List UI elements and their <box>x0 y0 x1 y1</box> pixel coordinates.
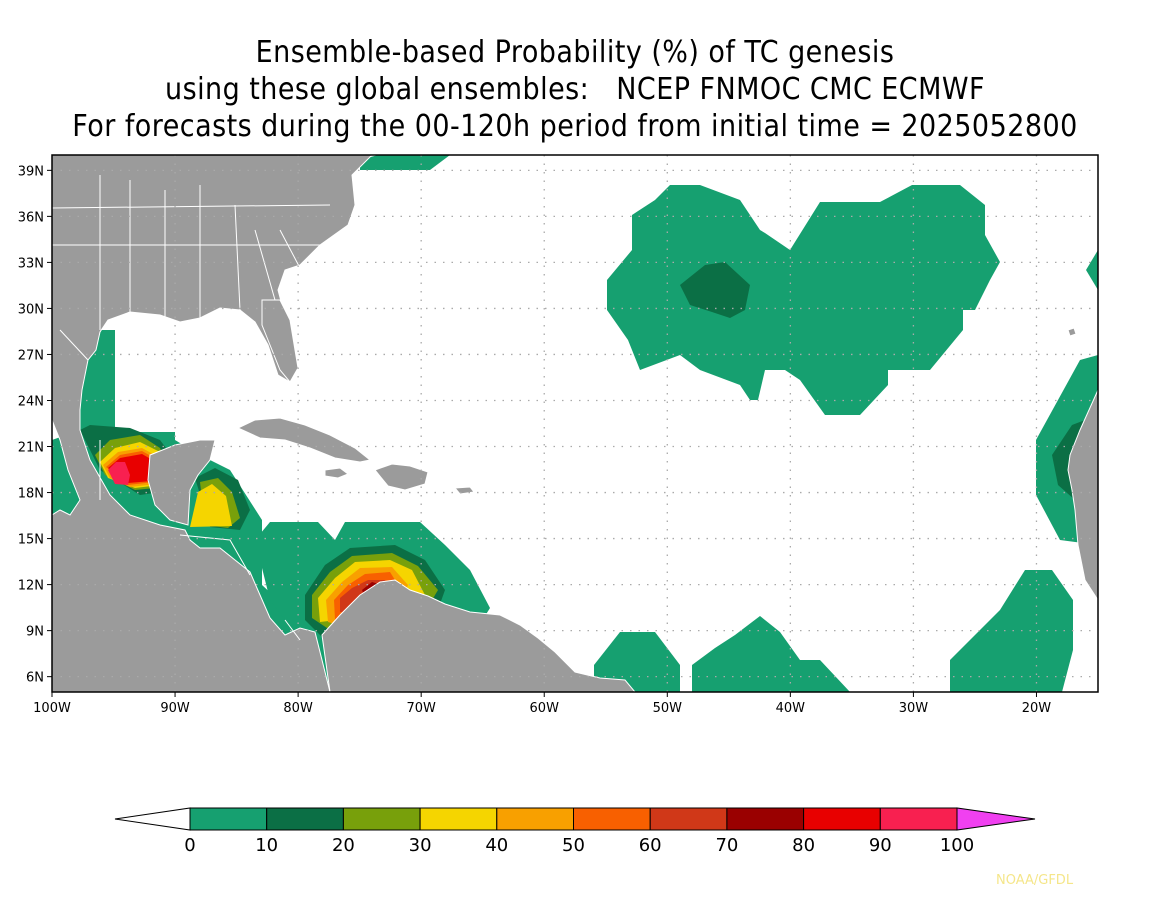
land-florida-peninsula <box>261 299 299 383</box>
land-west-africa <box>1067 389 1098 601</box>
colorbar-segment <box>189 807 268 831</box>
lon-tick-label: 90W <box>160 701 190 716</box>
lon-tick-label: 70W <box>406 701 436 716</box>
land-cuba <box>236 417 372 463</box>
land <box>52 155 1098 692</box>
colorbar-label: 20 <box>332 835 355 856</box>
colorbar-segment <box>803 807 881 831</box>
lat-tick-label: 6N <box>26 671 44 686</box>
colorbar-segment <box>419 807 498 831</box>
plot-frame <box>51 154 1099 693</box>
lat-tick-label: 24N <box>18 394 44 409</box>
title-line-1: Ensemble-based Probability (%) of TC gen… <box>255 35 895 70</box>
lon-tick-label: 50W <box>653 701 683 716</box>
colorbar-label: 40 <box>485 835 508 856</box>
lon-tick-label: 40W <box>776 701 806 716</box>
lon-tick-label: 60W <box>530 701 560 716</box>
colorbar-label: 100 <box>940 835 974 856</box>
contour-south-atlantic-west <box>594 632 680 692</box>
title-line-2: using these global ensembles: NCEP FNMOC… <box>165 72 985 107</box>
land-jamaica <box>324 467 350 479</box>
colorbar: 0 10 20 30 40 50 60 70 80 90 100 <box>114 807 1036 856</box>
colorbar-label: 10 <box>255 835 278 856</box>
lon-tick-label: 100W <box>33 701 71 716</box>
title-line-3: For forecasts during the 00-120h period … <box>72 109 1078 144</box>
contour-atlantic-center-west <box>607 185 1000 415</box>
land-yucatan <box>147 439 216 526</box>
contour-campeche-pink <box>108 462 130 485</box>
lon-tick-label: 20W <box>1022 701 1052 716</box>
lat-tick-label: 30N <box>18 302 44 317</box>
contour-carolina-coast <box>360 155 450 170</box>
land-hispaniola <box>374 463 429 491</box>
colorbar-segment <box>266 807 344 831</box>
colorbar-label: 30 <box>409 835 432 856</box>
contour-south-atlantic-east <box>950 570 1073 692</box>
map-plot-area <box>52 155 1098 692</box>
lon-tick-label: 30W <box>899 701 929 716</box>
colorbar-label: 50 <box>562 835 585 856</box>
lat-tick-label: 12N <box>18 579 44 594</box>
map-axes: 100W 90W 80W 70W 60W 50W 40W 30W 20W 6N 9N 12N 15N 18… <box>18 164 1052 716</box>
colorbar-label: 90 <box>869 835 892 856</box>
colorbar-segment <box>879 807 958 831</box>
land-south-america <box>321 579 636 692</box>
credit-label: NOAA/GFDL <box>996 873 1074 888</box>
colorbar-over-arrow <box>956 807 1036 831</box>
state-borders <box>52 175 352 641</box>
lat-tick-label: 21N <box>18 441 44 456</box>
land-canary-islands <box>1067 327 1077 337</box>
lat-tick-label: 27N <box>18 348 44 363</box>
contour-south-atlantic-mid <box>692 616 850 692</box>
colorbar-segment <box>649 807 728 831</box>
colorbar-label: 70 <box>715 835 738 856</box>
colorbar-segment <box>496 807 574 831</box>
colorbar-segment <box>573 807 651 831</box>
lat-tick-label: 39N <box>18 164 44 179</box>
contour-atlantic-core <box>680 262 750 318</box>
probability-90-100 <box>108 462 130 485</box>
lat-tick-label: 33N <box>18 256 44 271</box>
lon-tick-label: 80W <box>283 701 313 716</box>
contour-azores-edge <box>1086 250 1098 290</box>
colorbar-label: 0 <box>184 835 195 856</box>
lat-tick-label: 9N <box>26 625 44 640</box>
colorbar-segment <box>342 807 421 831</box>
lat-tick-label: 36N <box>18 210 44 225</box>
chart-title: Ensemble-based Probability (%) of TC gen… <box>0 34 1150 145</box>
colorbar-under-arrow <box>114 807 191 831</box>
contour-yucatan-yellow <box>190 484 232 527</box>
lat-tick-label: 18N <box>18 487 44 502</box>
colorbar-segment <box>726 807 805 831</box>
colorbar-label: 60 <box>639 835 662 856</box>
colorbar-label: 80 <box>792 835 815 856</box>
lat-tick-label: 15N <box>18 533 44 548</box>
